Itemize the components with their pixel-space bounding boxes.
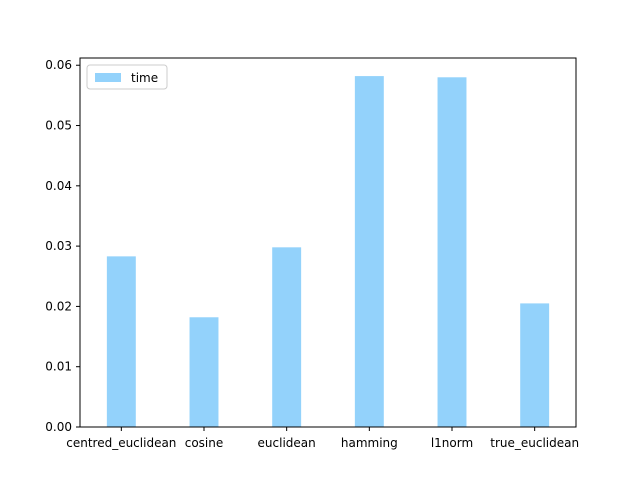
bars-layer	[106, 76, 550, 428]
x-tick-label: l1norm	[431, 436, 473, 450]
bar-true_euclidean	[520, 303, 550, 427]
bar-hamming	[354, 76, 384, 428]
bar-cosine	[189, 317, 219, 427]
y-tick-label: 0.01	[45, 360, 72, 374]
x-tick-label: hamming	[341, 436, 398, 450]
plot-frame	[79, 57, 577, 428]
legend-box	[86, 64, 168, 90]
x-tick-label: cosine	[185, 436, 224, 450]
x-tick-label: true_euclidean	[490, 436, 579, 450]
y-tick-label: 0.02	[45, 299, 72, 313]
legend: time	[86, 64, 168, 90]
bar-centred_euclidean	[106, 256, 136, 427]
y-tick-label: 0.03	[45, 239, 72, 253]
x-tick-label: euclidean	[258, 436, 316, 450]
y-tick-label: 0.00	[45, 420, 72, 434]
legend-swatch	[95, 73, 121, 82]
y-tick-label: 0.04	[45, 179, 72, 193]
y-tick-label: 0.05	[45, 119, 72, 133]
x-tick-label: centred_euclidean	[66, 436, 176, 450]
legend-label: time	[131, 71, 158, 85]
bar-euclidean	[272, 247, 302, 427]
y-tick-label: 0.06	[45, 58, 72, 72]
bar-l1norm	[437, 77, 467, 427]
axes-layer: 0.00 0.01 0.02 0.03 0.04 0.05 0.06 centred_eucl…	[45, 57, 579, 450]
